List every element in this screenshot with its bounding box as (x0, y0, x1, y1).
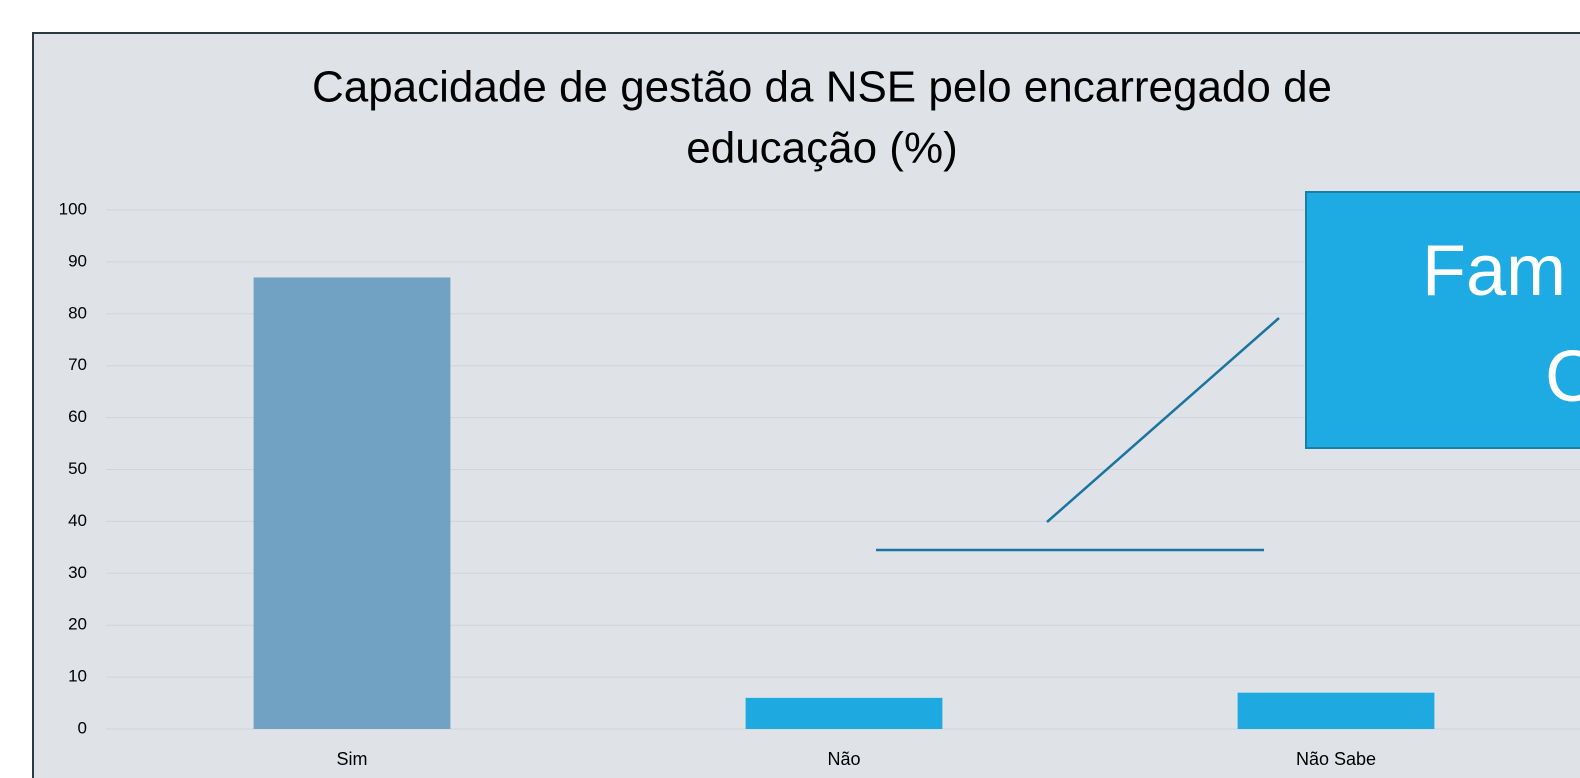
x-tick-label: Sim (337, 749, 368, 769)
callout-box (1305, 191, 1580, 449)
y-tick-label: 80 (68, 303, 87, 322)
y-tick-label: 70 (68, 355, 87, 374)
callout-text: Fam (1422, 231, 1566, 311)
y-tick-label: 10 (68, 667, 87, 686)
y-tick-label: 60 (68, 407, 87, 426)
x-tick-label: Não Sabe (1296, 749, 1376, 769)
chart-title: Capacidade de gestão da NSE pelo encarre… (312, 63, 1332, 112)
y-tick-label: 40 (68, 511, 87, 530)
y-tick-label: 30 (68, 563, 87, 582)
x-tick-label: Não (827, 749, 860, 769)
bar (1237, 692, 1435, 729)
callout-text: C (1545, 337, 1580, 417)
y-tick-label: 20 (68, 615, 87, 634)
leader-line (1046, 317, 1280, 523)
y-tick-label: 0 (78, 718, 87, 737)
bar (253, 277, 451, 729)
y-tick-label: 90 (68, 251, 87, 270)
y-tick-label: 100 (59, 199, 87, 218)
bar (745, 697, 943, 729)
chart-title: educação (%) (686, 124, 957, 173)
y-tick-label: 50 (68, 459, 87, 478)
plot-area: 0 10 20 30 40 50 60 70 80 90 100 Sim Não Não Sabe (59, 199, 1580, 769)
